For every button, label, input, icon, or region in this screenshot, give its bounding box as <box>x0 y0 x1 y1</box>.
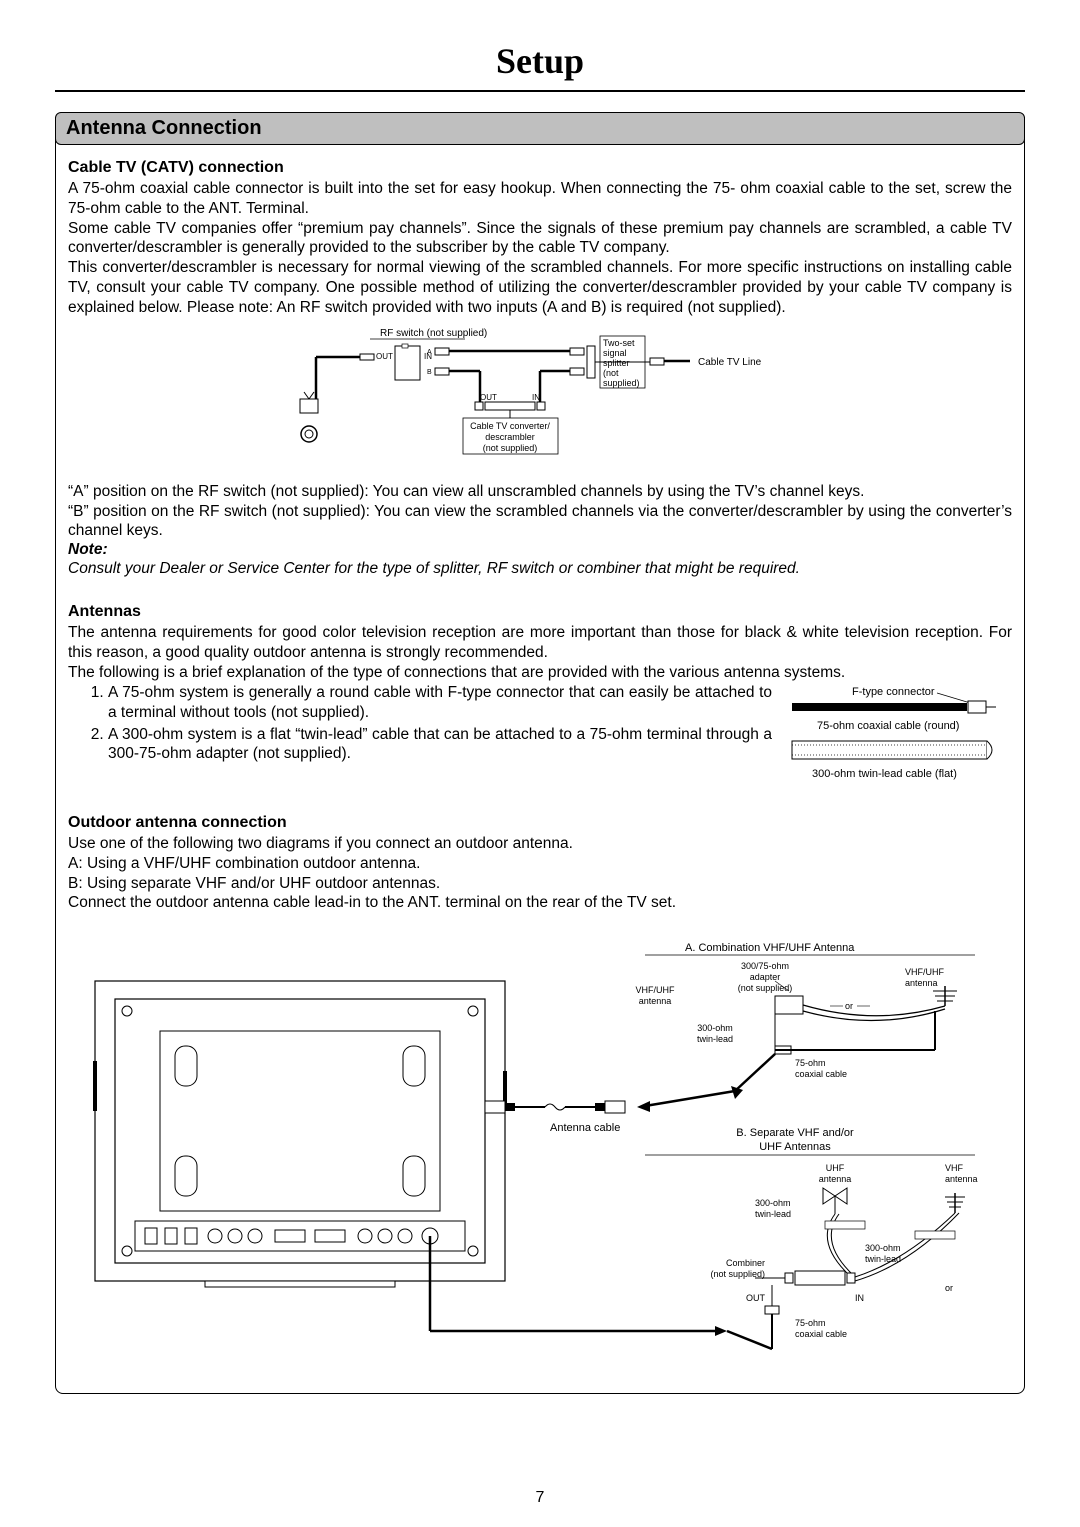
svg-text:VHF/UHF: VHF/UHF <box>905 967 944 977</box>
svg-text:300-ohm: 300-ohm <box>865 1243 901 1253</box>
outdoor-pA: A: Using a VHF/UHF combination outdoor a… <box>68 854 1012 874</box>
svg-text:(not supplied): (not supplied) <box>738 983 793 993</box>
antenna-li2: A 300-ohm system is a flat “twin-lead” c… <box>108 725 772 765</box>
svg-text:IN: IN <box>532 393 540 402</box>
svg-text:Antenna cable: Antenna cable <box>550 1122 620 1134</box>
svg-text:Cable TV Line: Cable TV Line <box>698 357 762 368</box>
svg-text:B. Separate VHF and/or: B. Separate VHF and/or <box>736 1127 854 1139</box>
svg-text:(not: (not <box>603 368 619 378</box>
antenna-list: A 75-ohm system is generally a round cab… <box>108 683 772 764</box>
antennas-p2: The following is a brief explanation of … <box>68 663 1012 683</box>
catv-diagram: RF switch (not supplied) OUT IN A B <box>68 324 1012 474</box>
svg-text:300-ohm: 300-ohm <box>755 1198 791 1208</box>
svg-text:descrambler: descrambler <box>485 432 535 442</box>
main-box: Antenna Connection Cable TV (CATV) conne… <box>55 112 1025 1394</box>
note-text: Consult your Dealer or Service Center fo… <box>68 559 1012 579</box>
antenna-li1: A 75-ohm system is generally a round cab… <box>108 683 772 723</box>
svg-text:(not supplied): (not supplied) <box>483 443 538 453</box>
svg-text:coaxial cable: coaxial cable <box>795 1329 847 1339</box>
outdoor-p2: Connect the outdoor antenna cable lead-i… <box>68 893 1012 913</box>
title-divider <box>55 90 1025 92</box>
svg-text:supplied): supplied) <box>603 378 640 388</box>
outdoor-heading: Outdoor antenna connection <box>68 814 1012 832</box>
svg-text:Cable TV converter/: Cable TV converter/ <box>470 421 550 431</box>
svg-text:A: A <box>427 349 432 356</box>
svg-text:OUT: OUT <box>376 352 393 361</box>
svg-text:VHF/UHF: VHF/UHF <box>636 985 675 995</box>
outdoor-diagram: Antenna cable A. Combination VHF/UHF Ant… <box>68 931 1012 1371</box>
outdoor-p1: Use one of the following two diagrams if… <box>68 834 1012 854</box>
svg-text:UHF Antennas: UHF Antennas <box>759 1141 831 1153</box>
svg-text:antenna: antenna <box>945 1174 978 1184</box>
svg-text:300-ohm twin-lead cable (flat): 300-ohm twin-lead cable (flat) <box>812 768 957 780</box>
catv-pA: “A” position on the RF switch (not suppl… <box>68 482 1012 502</box>
note-label: Note: <box>68 541 1012 559</box>
svg-text:twin-lead: twin-lead <box>755 1209 791 1219</box>
svg-text:or: or <box>845 1001 853 1011</box>
svg-text:coaxial cable: coaxial cable <box>795 1069 847 1079</box>
cable-type-diagram: F-type connector 75-ohm coaxial cable (r… <box>782 683 1012 808</box>
svg-text:antenna: antenna <box>819 1174 852 1184</box>
svg-text:Combiner: Combiner <box>726 1258 765 1268</box>
svg-text:signal: signal <box>603 348 627 358</box>
svg-text:75-ohm coaxial cable (round): 75-ohm coaxial cable (round) <box>817 720 959 732</box>
outdoor-pB: B: Using separate VHF and/or UHF outdoor… <box>68 874 1012 894</box>
svg-text:VHF: VHF <box>945 1163 964 1173</box>
svg-text:B: B <box>427 369 432 376</box>
svg-text:IN: IN <box>855 1293 864 1303</box>
svg-text:F-type connector: F-type connector <box>852 686 935 698</box>
catv-p1: A 75-ohm coaxial cable connector is buil… <box>68 179 1012 219</box>
page-title: Setup <box>55 40 1025 82</box>
catv-pB: “B” position on the RF switch (not suppl… <box>68 502 1012 542</box>
catv-p2: Some cable TV companies offer “premium p… <box>68 219 1012 259</box>
svg-text:twin-lead: twin-lead <box>697 1034 733 1044</box>
svg-text:OUT: OUT <box>480 393 497 402</box>
svg-text:300/75-ohm: 300/75-ohm <box>741 961 789 971</box>
catv-p3: This converter/descrambler is necessary … <box>68 258 1012 317</box>
svg-text:antenna: antenna <box>905 978 938 988</box>
antennas-heading: Antennas <box>68 603 1012 621</box>
svg-text:75-ohm: 75-ohm <box>795 1058 826 1068</box>
svg-text:or: or <box>945 1283 953 1293</box>
antennas-p1: The antenna requirements for good color … <box>68 623 1012 663</box>
page-number: 7 <box>0 1489 1080 1507</box>
svg-text:A. Combination VHF/UHF Antenn: A. Combination VHF/UHF Antenna <box>685 942 855 954</box>
svg-text:RF switch (not supplied): RF switch (not supplied) <box>380 328 487 339</box>
svg-text:75-ohm: 75-ohm <box>795 1318 826 1328</box>
svg-text:splitter: splitter <box>603 358 630 368</box>
svg-text:UHF: UHF <box>826 1163 845 1173</box>
catv-heading: Cable TV (CATV) connection <box>68 159 1012 177</box>
section-header: Antenna Connection <box>55 112 1025 145</box>
svg-text:Two-set: Two-set <box>603 338 635 348</box>
svg-text:adapter: adapter <box>750 972 781 982</box>
svg-text:300-ohm: 300-ohm <box>697 1023 733 1033</box>
svg-text:antenna: antenna <box>639 996 672 1006</box>
svg-text:OUT: OUT <box>746 1293 766 1303</box>
